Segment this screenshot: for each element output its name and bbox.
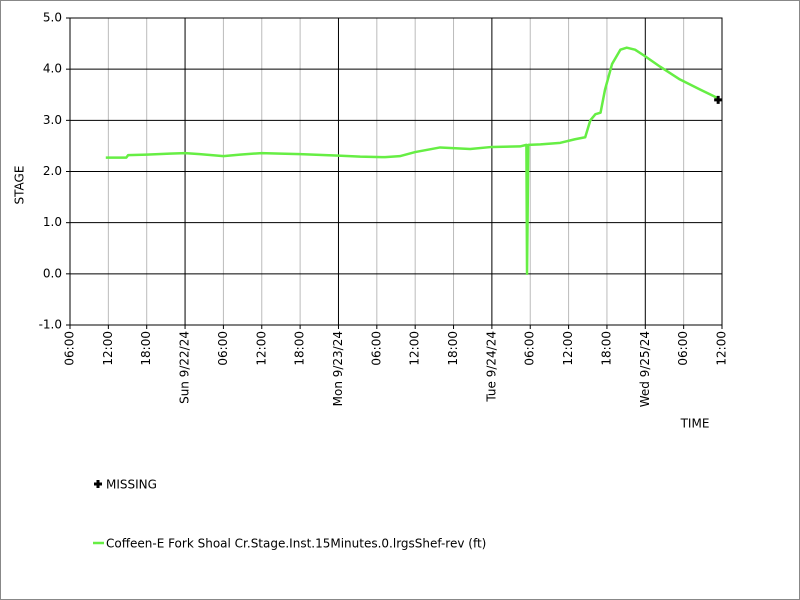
legend-symbol [94,480,102,488]
x-tick-label: 12:00 [254,331,268,366]
x-tick-label: 12:00 [101,331,115,366]
x-tick-label: 06:00 [523,331,537,366]
x-tick-label: Wed 9/25/24 [638,331,652,407]
x-tick-label: 06:00 [63,331,77,366]
x-tick-label: 12:00 [715,331,729,366]
plot-frame [69,17,723,326]
legend-label: Coffeen-E Fork Shoal Cr.Stage.Inst.15Min… [106,537,486,551]
x-tick-label: 06:00 [676,331,690,366]
y-tick-label: 3.0 [43,113,62,127]
y-tick-label: 2.0 [43,164,62,178]
y-tick-label: -1.0 [39,318,62,332]
y-axis-label: STAGE [13,166,27,205]
data-line [105,46,719,276]
x-tick-label: 06:00 [369,331,383,366]
y-tick-label: 1.0 [43,215,62,229]
x-tick-label: Mon 9/23/24 [331,331,345,406]
x-tick-label: 18:00 [446,331,460,366]
x-axis-label: TIME [680,417,710,431]
x-tick-label: 18:00 [599,331,613,366]
x-tick-label: Sun 9/22/24 [178,331,192,404]
x-tick-label: 18:00 [293,331,307,366]
y-tick-label: 4.0 [43,62,62,76]
x-tick-label: 12:00 [561,331,575,366]
x-tick-label: 06:00 [216,331,230,366]
missing-marker [714,95,723,104]
y-tick-label: 0.0 [43,266,62,280]
x-tick-label: Tue 9/24/24 [484,331,498,403]
legend-label: MISSING [106,478,157,492]
x-tick-label: 12:00 [408,331,422,366]
y-tick-label: 5.0 [43,11,62,25]
x-tick-label: 18:00 [139,331,153,366]
